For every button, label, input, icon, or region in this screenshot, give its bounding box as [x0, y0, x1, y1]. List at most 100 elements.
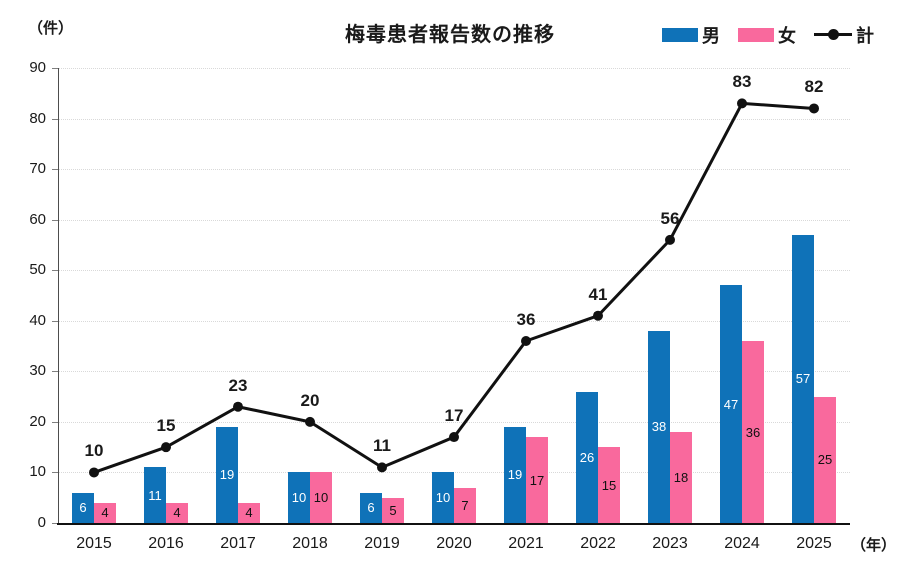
bar-female-2017: 4	[238, 502, 260, 523]
bar-value-female-2017: 4	[245, 505, 253, 521]
legend-label-total: 計	[856, 26, 874, 46]
y-axis-tick-60	[52, 219, 58, 221]
total-point-2024	[737, 98, 747, 109]
total-value-2018: 20	[300, 390, 320, 410]
total-value-2020: 17	[444, 406, 464, 426]
bar-value-male-2023: 38	[651, 419, 667, 435]
bar-value-male-2025: 57	[795, 371, 811, 387]
bar-male-2024: 47	[720, 285, 742, 523]
bar-female-2016: 4	[166, 502, 188, 523]
bar-female-2020: 7	[454, 487, 476, 523]
total-line-sample-icon	[814, 28, 852, 42]
total-point-2020	[449, 432, 459, 443]
y-axis-label-60: 60	[29, 210, 46, 228]
bar-value-male-2019: 6	[367, 500, 375, 516]
bar-male-2015: 6	[72, 492, 94, 523]
legend-label-female: 女	[778, 26, 796, 46]
x-axis-label-2016: 2016	[148, 535, 184, 552]
bar-value-male-2024: 47	[723, 396, 739, 412]
bar-value-female-2020: 7	[461, 497, 469, 513]
y-axis-label-90: 90	[29, 59, 46, 76]
bar-female-2022: 15	[598, 447, 620, 523]
gridline-70	[58, 169, 850, 171]
bar-male-2018: 10	[288, 472, 310, 523]
bar-female-2018: 10	[310, 472, 332, 523]
total-value-2016: 15	[156, 416, 176, 436]
y-axis-label-20: 20	[29, 412, 46, 430]
x-axis-label-2023: 2023	[652, 535, 688, 552]
y-axis-label-10: 10	[29, 463, 46, 481]
bar-male-2019: 6	[360, 492, 382, 523]
bar-value-female-2016: 4	[173, 505, 181, 521]
x-axis-label-2024: 2024	[724, 535, 760, 552]
y-axis-tick-90	[52, 68, 58, 69]
bar-value-male-2018: 10	[291, 490, 307, 506]
y-axis-tick-30	[52, 371, 58, 373]
total-value-2023: 56	[660, 208, 680, 228]
total-value-2021: 36	[516, 310, 536, 329]
bar-value-female-2021: 17	[529, 472, 545, 488]
bar-male-2016: 11	[144, 467, 166, 523]
bar-female-2024: 36	[742, 341, 764, 523]
bar-value-male-2021: 19	[507, 467, 523, 483]
total-point-2025	[809, 103, 819, 114]
total-value-2024: 83	[732, 72, 752, 92]
x-axis-label-2025: 2025	[796, 535, 832, 552]
x-axis-label-2015: 2015	[76, 535, 112, 552]
bar-male-2021: 19	[504, 426, 526, 523]
y-axis-unit-label: （件）	[28, 20, 74, 37]
bar-male-2017: 19	[216, 426, 238, 523]
total-value-2022: 41	[588, 284, 608, 304]
legend-label-male: 男	[702, 26, 720, 46]
bar-value-male-2016: 11	[148, 487, 162, 503]
y-axis-tick-70	[52, 169, 58, 171]
bar-value-male-2020: 10	[435, 490, 451, 506]
y-axis-line	[58, 68, 59, 523]
total-value-2015: 10	[84, 441, 104, 461]
y-axis-label-50: 50	[29, 261, 46, 279]
total-value-2019: 11	[373, 436, 391, 456]
total-value-2025: 82	[804, 77, 824, 97]
legend-item-total: 計	[814, 22, 874, 48]
bar-male-2025: 57	[792, 234, 814, 523]
x-axis-unit-label: （年）	[851, 537, 897, 554]
bar-value-male-2015: 6	[79, 500, 87, 516]
chart-legend: 男 女 計	[662, 22, 874, 48]
y-axis-label-40: 40	[29, 311, 46, 329]
bar-value-male-2017: 19	[219, 467, 235, 483]
bar-female-2025: 25	[814, 396, 836, 523]
legend-item-female: 女	[738, 22, 796, 48]
y-axis-label-30: 30	[29, 362, 46, 380]
y-axis-tick-10	[52, 472, 58, 474]
gridline-50	[58, 270, 850, 272]
gridline-80	[58, 118, 850, 120]
bar-value-female-2024: 36	[745, 424, 761, 440]
x-axis-label-2017: 2017	[220, 535, 256, 552]
bar-value-female-2022: 15	[601, 477, 617, 493]
legend-item-male: 男	[662, 22, 720, 48]
chart-title: 梅毒患者報告数の推移	[345, 24, 555, 46]
bar-value-female-2018: 10	[313, 490, 329, 506]
bar-female-2023: 18	[670, 432, 692, 523]
male-series-swatch	[662, 28, 698, 42]
total-point-2017	[233, 401, 243, 412]
bar-male-2023: 38	[648, 330, 670, 523]
total-point-2019	[377, 462, 387, 473]
y-axis-tick-20	[52, 421, 58, 423]
bar-male-2020: 10	[432, 472, 454, 523]
bar-value-female-2015: 4	[101, 505, 109, 521]
bar-value-female-2025: 25	[817, 452, 833, 468]
y-axis-label-0: 0	[37, 514, 46, 531]
bar-value-female-2019: 5	[389, 502, 397, 518]
y-axis-tick-0	[52, 523, 58, 524]
total-point-2016	[161, 442, 171, 453]
bar-male-2022: 26	[576, 391, 598, 523]
gridline-90	[58, 68, 850, 69]
gridline-60	[58, 219, 850, 221]
total-point-2021	[521, 336, 531, 346]
bar-value-male-2022: 26	[579, 449, 595, 465]
bar-female-2015: 4	[94, 502, 116, 523]
bar-value-female-2023: 18	[673, 470, 689, 485]
total-value-2017: 23	[228, 375, 248, 395]
x-axis-label-2019: 2019	[364, 535, 400, 552]
